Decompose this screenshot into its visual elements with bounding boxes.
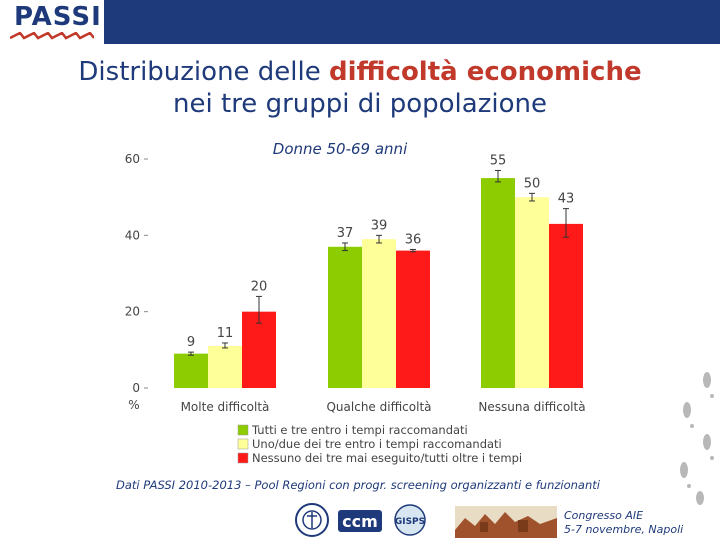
data-label: 20	[251, 279, 268, 294]
legend-entry: Tutti e tre entro i tempi raccomandati	[251, 423, 468, 437]
chart-container: Donne 50-69 anni 0 20 40 60% 9 11 20 Molte diffi…	[110, 138, 620, 478]
data-label: 39	[371, 218, 388, 233]
y-tick-label: 40	[125, 228, 140, 242]
gisps-logo: GISPS	[394, 504, 426, 536]
data-label: 9	[187, 335, 195, 350]
legend-swatch	[237, 452, 249, 464]
ccm-logo-text: ccm	[342, 512, 378, 531]
data-label: 50	[524, 176, 541, 191]
legend-entry: Nessuno dei tre mai eseguito/tutti oltre…	[252, 451, 522, 465]
bar	[328, 246, 362, 388]
legend-entry: Uno/due dei tre entro i tempi raccomanda…	[252, 437, 502, 451]
bar	[174, 353, 208, 388]
congress-line-1: Congresso AIE	[564, 509, 644, 522]
legend-swatch	[237, 424, 249, 436]
y-tick-label: 0	[132, 381, 140, 395]
bar	[481, 178, 515, 388]
title-line-1-bold: difficoltà economiche	[329, 57, 642, 87]
source-note: Dati PASSI 2010-2013 – Pool Regioni con …	[116, 478, 600, 492]
header-banner	[104, 0, 720, 44]
passi-logo-swoosh-icon	[10, 32, 94, 40]
x-tick-label: Qualche difficoltà	[326, 400, 431, 414]
bar	[362, 239, 396, 388]
data-label: 37	[337, 226, 354, 241]
chart-title: Donne 50-69 anni	[273, 140, 408, 158]
y-tick-label: 20	[125, 305, 140, 319]
gisps-logo-text: GISPS	[395, 517, 425, 527]
data-label: 55	[490, 153, 507, 168]
passi-logo: PASSI	[0, 0, 104, 44]
top-bar: PASSI	[0, 0, 720, 44]
title-line-2: nei tre gruppi di popolazione	[173, 89, 547, 119]
iss-seal-icon	[295, 503, 329, 537]
data-label: 36	[405, 232, 422, 247]
legend-swatch	[237, 438, 249, 450]
congress-line-2: 5-7 novembre, Napoli	[564, 523, 684, 536]
footer-logos: ccm GISPS	[295, 503, 557, 538]
page-title: Distribuzione delle difficoltà economich…	[40, 56, 680, 120]
bar	[515, 197, 549, 388]
y-axis-label: %	[128, 398, 139, 412]
title-line-1-plain: Distribuzione delle	[78, 57, 330, 87]
title-line-1: Distribuzione delle difficoltà economich…	[40, 56, 680, 88]
data-label: 11	[217, 326, 234, 341]
x-tick-label: Molte difficoltà	[181, 400, 270, 414]
passi-logo-text: PASSI	[14, 2, 102, 32]
ccm-logo: ccm	[338, 510, 382, 532]
bar	[242, 311, 276, 388]
bar	[208, 346, 242, 388]
bar-chart: Donne 50-69 anni 0 20 40 60% 9 11 20 Molte diffi…	[125, 140, 586, 465]
bar	[396, 250, 430, 388]
congress-info: Congresso AIE 5-7 novembre, Napoli	[564, 509, 683, 537]
footprints-decoration-icon	[680, 372, 714, 505]
bar	[549, 223, 583, 388]
y-tick-label: 60	[125, 152, 140, 166]
x-tick-label: Nessuna difficoltà	[478, 400, 585, 414]
city-illustration-icon	[455, 506, 557, 538]
data-label: 43	[558, 192, 575, 207]
